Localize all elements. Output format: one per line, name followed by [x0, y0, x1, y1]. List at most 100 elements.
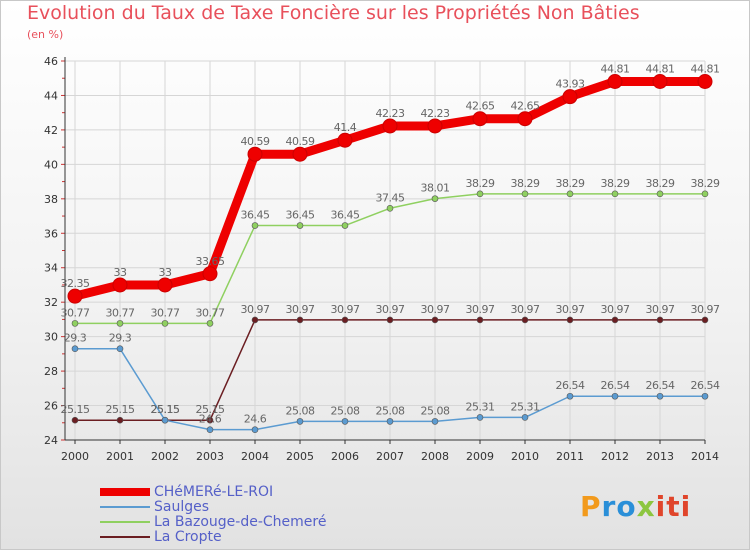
- y-tick-label: 32: [44, 296, 58, 309]
- data-label: 44.81: [601, 63, 630, 76]
- data-point: [431, 316, 439, 324]
- legend-label: La Cropte: [154, 529, 222, 545]
- data-point: [431, 195, 439, 202]
- data-point: [566, 392, 574, 400]
- x-tick-label: 2003: [196, 450, 224, 463]
- data-point: [697, 74, 713, 90]
- data-point: [296, 418, 304, 425]
- data-label: 38.01: [421, 182, 450, 195]
- x-tick-label: 2010: [511, 450, 539, 463]
- data-label: 25.31: [466, 400, 495, 413]
- data-label: 33.65: [196, 255, 225, 268]
- data-point: [521, 414, 529, 421]
- x-tick-label: 2012: [601, 450, 629, 463]
- data-point: [652, 74, 668, 90]
- data-label: 42.65: [466, 100, 495, 113]
- data-point: [566, 316, 574, 324]
- data-point: [206, 416, 214, 424]
- legend-label: Saulges: [154, 499, 210, 515]
- data-point: [431, 418, 439, 425]
- data-point: [251, 316, 259, 324]
- data-label: 29.3: [64, 332, 87, 345]
- data-label: 36.45: [331, 209, 360, 222]
- data-point: [341, 418, 349, 425]
- x-tick-label: 2001: [106, 450, 134, 463]
- data-label: 30.77: [196, 306, 225, 319]
- data-point: [247, 146, 263, 162]
- y-tick-label: 24: [44, 434, 58, 447]
- data-label: 30.77: [151, 306, 180, 319]
- data-point: [611, 392, 619, 400]
- data-label: 38.29: [466, 177, 495, 190]
- x-tick-label: 2005: [286, 450, 314, 463]
- y-tick-label: 38: [44, 193, 58, 206]
- data-label: 38.29: [601, 177, 630, 190]
- y-tick-label: 34: [44, 262, 58, 275]
- data-point: [341, 222, 349, 229]
- legend-swatch: [100, 488, 150, 496]
- data-label: 30.97: [241, 303, 270, 316]
- data-point: [386, 316, 394, 324]
- data-label: 36.45: [286, 209, 315, 222]
- y-tick-label: 42: [44, 124, 58, 137]
- data-point: [562, 89, 578, 105]
- x-tick-label: 2014: [691, 450, 719, 463]
- data-point: [292, 146, 308, 162]
- data-point: [427, 118, 443, 134]
- data-point: [521, 316, 529, 324]
- data-label: 44.81: [691, 63, 720, 76]
- logo-part-2: ro: [601, 490, 637, 523]
- data-point: [386, 204, 394, 212]
- data-point: [382, 118, 398, 134]
- legend-label: CHéMERé-LE-ROI: [154, 484, 274, 500]
- data-label: 25.31: [511, 400, 540, 413]
- data-label: 30.77: [61, 306, 90, 319]
- data-point: [701, 392, 709, 400]
- data-label: 33: [114, 266, 127, 279]
- data-point: [476, 190, 484, 198]
- data-label: 44.81: [646, 63, 675, 76]
- data-point: [116, 345, 124, 352]
- chart-title: Evolution du Taux de Taxe Foncière sur l…: [27, 2, 640, 24]
- data-label: 30.97: [286, 303, 315, 316]
- data-point: [611, 190, 619, 198]
- data-label: 25.15: [196, 403, 225, 416]
- data-label: 29.3: [109, 332, 132, 345]
- data-point: [656, 190, 664, 198]
- data-point: [71, 345, 79, 352]
- data-point: [611, 316, 619, 324]
- x-tick-label: 2007: [376, 450, 404, 463]
- data-point: [656, 392, 664, 400]
- data-label: 38.29: [511, 177, 540, 190]
- data-label: 30.97: [421, 303, 450, 316]
- data-label: 30.97: [646, 303, 675, 316]
- data-label: 24.6: [199, 413, 222, 426]
- data-label: 40.59: [241, 135, 270, 148]
- data-point: [67, 288, 83, 304]
- data-label: 30.97: [691, 303, 720, 316]
- data-label: 38.29: [646, 177, 675, 190]
- data-point: [251, 426, 259, 433]
- logo-part-4: iti: [655, 490, 692, 523]
- data-point: [517, 111, 533, 127]
- data-point: [341, 316, 349, 324]
- data-label: 26.54: [556, 379, 585, 392]
- data-point: [656, 316, 664, 324]
- legend-item: La Bazouge-de-Chemeré: [100, 514, 326, 530]
- proxiti-logo: Proxiti: [580, 490, 691, 523]
- legend-item: La Cropte: [100, 529, 222, 545]
- data-label: 38.29: [556, 177, 585, 190]
- x-tick-label: 2011: [556, 450, 584, 463]
- data-point: [296, 316, 304, 324]
- data-label: 24.6: [244, 413, 267, 426]
- data-label: 42.23: [376, 107, 405, 120]
- data-label: 40.59: [286, 135, 315, 148]
- data-label: 26.54: [601, 379, 630, 392]
- data-label: 36.45: [241, 209, 270, 222]
- data-label: 30.97: [331, 303, 360, 316]
- data-label: 30.77: [106, 306, 135, 319]
- logo-part-1: P: [580, 490, 602, 523]
- data-point: [71, 320, 79, 327]
